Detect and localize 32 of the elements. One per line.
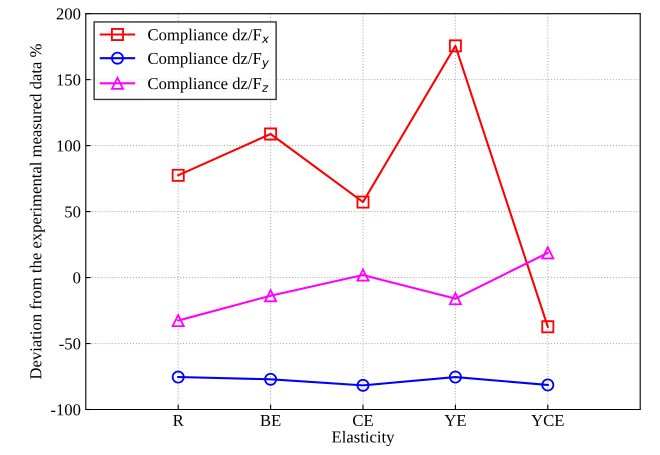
point (448, 292, 462, 306)
point (541, 320, 554, 334)
x-tick-label: YE (444, 415, 466, 426)
y-tick-label: 200 (56, 8, 80, 20)
point (264, 128, 278, 140)
legend-label: Compliance dz/F$_{x}$ (148, 28, 269, 44)
y-axis-title: Deviation from the experimental measured data % (30, 44, 45, 380)
legend-label: Compliance dz/F$_{y}$ (148, 52, 269, 70)
x-tick-label: YCE (531, 414, 564, 426)
y-tick-label: -50 (59, 338, 80, 350)
point (448, 39, 462, 52)
point (172, 314, 185, 328)
point (356, 268, 370, 282)
point (541, 246, 554, 260)
point (356, 196, 370, 209)
y-tick-label: 0 (73, 272, 80, 284)
legend-label: Compliance dz/F$_{z}$ (148, 77, 268, 93)
x-tick-label: BE (260, 415, 280, 426)
y-tick-label: 50 (65, 206, 80, 218)
y-tick-label: 100 (57, 140, 80, 152)
point (448, 370, 462, 384)
point (172, 168, 185, 182)
point (172, 370, 185, 384)
y-tick-label: 150 (57, 74, 80, 86)
point (541, 378, 554, 392)
point (356, 378, 370, 392)
point (264, 372, 278, 386)
point (264, 289, 278, 302)
x-axis-title: Elasticity (332, 430, 394, 446)
y-tick-label: -100 (51, 404, 80, 416)
x-tick-label: R (173, 415, 184, 426)
x-tick-label: CE (353, 414, 373, 426)
